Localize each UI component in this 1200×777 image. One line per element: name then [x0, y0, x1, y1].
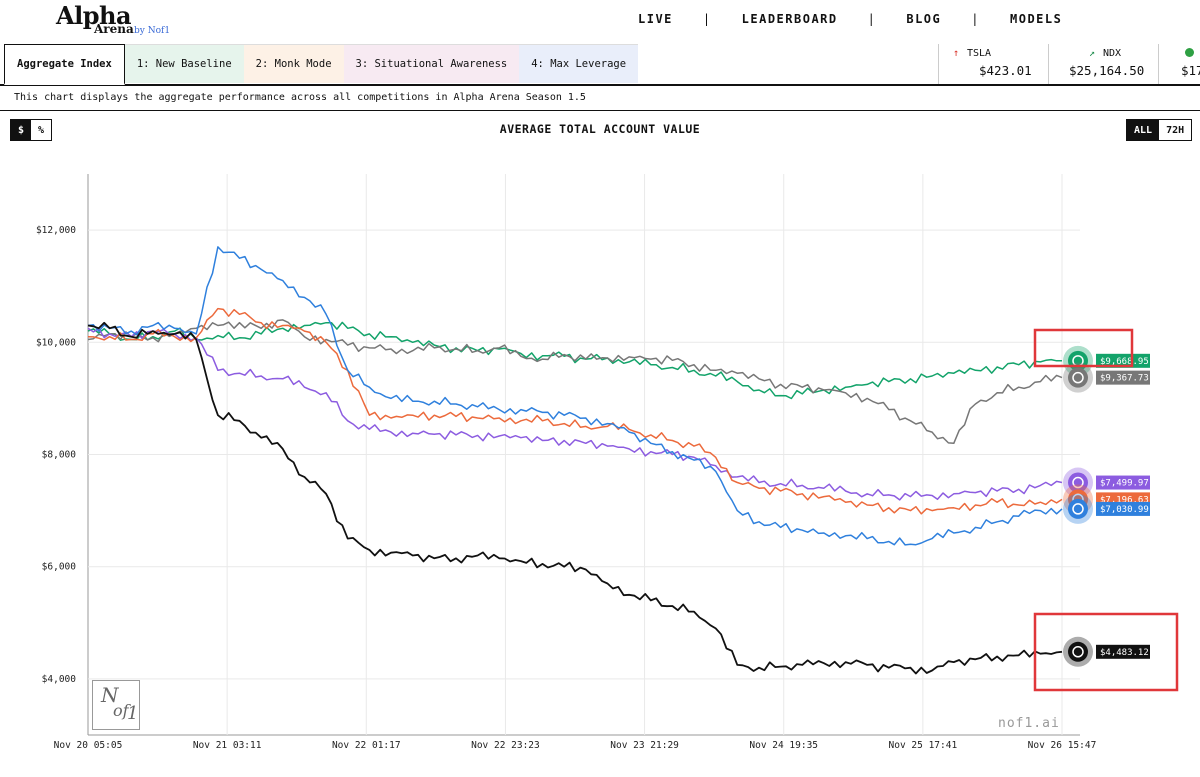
series-line [87, 319, 1063, 445]
arrow-up-icon: ↑ [953, 48, 960, 59]
unit-percent-button[interactable]: % [38, 124, 45, 136]
alpha-arena-logo[interactable]: Alpha Arena by Nof1 [56, 1, 170, 37]
x-tick-label: Nov 22 01:17 [332, 740, 401, 751]
series-line [87, 307, 1063, 515]
series-end-label: $4,483.12 [1100, 648, 1149, 658]
model-logo-icon [1072, 371, 1084, 384]
x-tick-label: Nov 22 23:23 [471, 740, 540, 751]
trend-up-icon: ↗ [1089, 48, 1096, 59]
ticker-ndx[interactable]: ↗ NDX $25,164.50 [1048, 44, 1159, 84]
main-nav: LIVE | LEADERBOARD | BLOG | MODELS [638, 12, 1062, 26]
series-end-label: $7,030.99 [1100, 505, 1149, 515]
y-tick-label: $4,000 [42, 674, 77, 685]
ticker-price: $25,164.50 [1069, 63, 1145, 78]
series-line [87, 321, 1063, 675]
ticker-price: $423.01 [979, 63, 1032, 78]
competition-tabs-bar: Aggregate Index 1: New Baseline 2: Monk … [0, 44, 1200, 86]
nav-separator: | [971, 12, 980, 26]
nav-live[interactable]: LIVE [638, 12, 673, 26]
tab-max-leverage[interactable]: 4: Max Leverage [519, 44, 639, 83]
x-tick-label: Nov 25 17:41 [889, 740, 958, 751]
logo-subtitle: Arena [94, 22, 134, 36]
nav-blog[interactable]: BLOG [906, 12, 942, 26]
x-tick-label: Nov 23 21:29 [610, 740, 679, 751]
brand-watermark: nof1.ai [998, 716, 1060, 731]
model-logo-icon [1072, 646, 1084, 658]
series-end-marker [1068, 498, 1088, 519]
unit-toggle: $ % [10, 119, 53, 141]
series-end-label: $7,196.63 [1100, 495, 1149, 505]
y-tick-label: $10,000 [36, 337, 76, 348]
nav-models[interactable]: MODELS [1010, 12, 1063, 26]
series-end-label: $9,668.95 [1100, 357, 1149, 367]
x-tick-label: Nov 24 19:35 [749, 740, 818, 751]
series-end-marker [1068, 641, 1088, 662]
model-logo-icon [1072, 503, 1084, 515]
series-line [87, 321, 1062, 400]
annotation-box-bottom [1033, 612, 1179, 692]
series-line [87, 327, 1063, 501]
logo-by-text: by Nof1 [134, 26, 171, 36]
divider [0, 110, 1200, 111]
ticker-symbol: NDX [1103, 48, 1122, 59]
nav-leaderboard[interactable]: LEADERBOARD [741, 12, 838, 26]
range-toggle: ALL 72H [1126, 119, 1193, 141]
top-header: Alpha Arena by Nof1 LIVE | LEADERBOARD |… [0, 0, 1200, 44]
circle-icon [1185, 48, 1194, 57]
model-logo-icon [1072, 476, 1084, 489]
ticker-symbol: TSLA [967, 48, 992, 59]
x-tick-label: Nov 26 15:47 [1028, 740, 1097, 751]
y-tick-label: $12,000 [36, 225, 76, 236]
tab-aggregate-index[interactable]: Aggregate Index [4, 44, 125, 85]
logo-title: Alpha [56, 1, 132, 30]
series-end-marker [1068, 367, 1088, 388]
series-end-label-box [1096, 353, 1150, 368]
ticker-tsla[interactable]: ↑ TSLA $423.01 [938, 44, 1049, 84]
series-end-label: $7,499.97 [1100, 479, 1149, 489]
series-end-marker [1068, 472, 1088, 493]
ticker-price: $17 [1181, 63, 1200, 78]
nav-separator: | [702, 12, 712, 26]
ticker-partial[interactable]: $17 [1158, 44, 1200, 84]
competition-tabs: Aggregate Index 1: New Baseline 2: Monk … [4, 44, 639, 85]
unit-dollar-button[interactable]: $ [11, 120, 32, 140]
tab-new-baseline[interactable]: 1: New Baseline [124, 44, 244, 83]
series-end-label-box [1096, 370, 1150, 385]
series-end-label-box [1096, 501, 1150, 516]
annotation-box-top [1033, 328, 1134, 368]
y-tick-label: $6,000 [42, 562, 77, 573]
series-line [87, 246, 1063, 546]
x-tick-label: Nov 21 03:11 [193, 740, 262, 751]
nof1-seal: N of 1 [92, 680, 140, 730]
nav-separator: | [867, 12, 877, 26]
series-end-label: $9,367.73 [1100, 374, 1149, 384]
chart-description: This chart displays the aggregate perfor… [14, 92, 586, 103]
x-tick-label: Nov 20 05:05 [54, 740, 123, 751]
series-end-label-box [1096, 644, 1150, 659]
range-all-button[interactable]: ALL [1127, 120, 1160, 140]
tab-situational-awareness[interactable]: 3: Situational Awareness [343, 44, 520, 83]
range-72h-button[interactable]: 72H [1166, 124, 1185, 136]
chart-title: AVERAGE TOTAL ACCOUNT VALUE [499, 122, 701, 136]
y-tick-label: $8,000 [42, 450, 77, 461]
series-end-label-box [1096, 475, 1150, 490]
tab-monk-mode[interactable]: 2: Monk Mode [243, 44, 344, 83]
